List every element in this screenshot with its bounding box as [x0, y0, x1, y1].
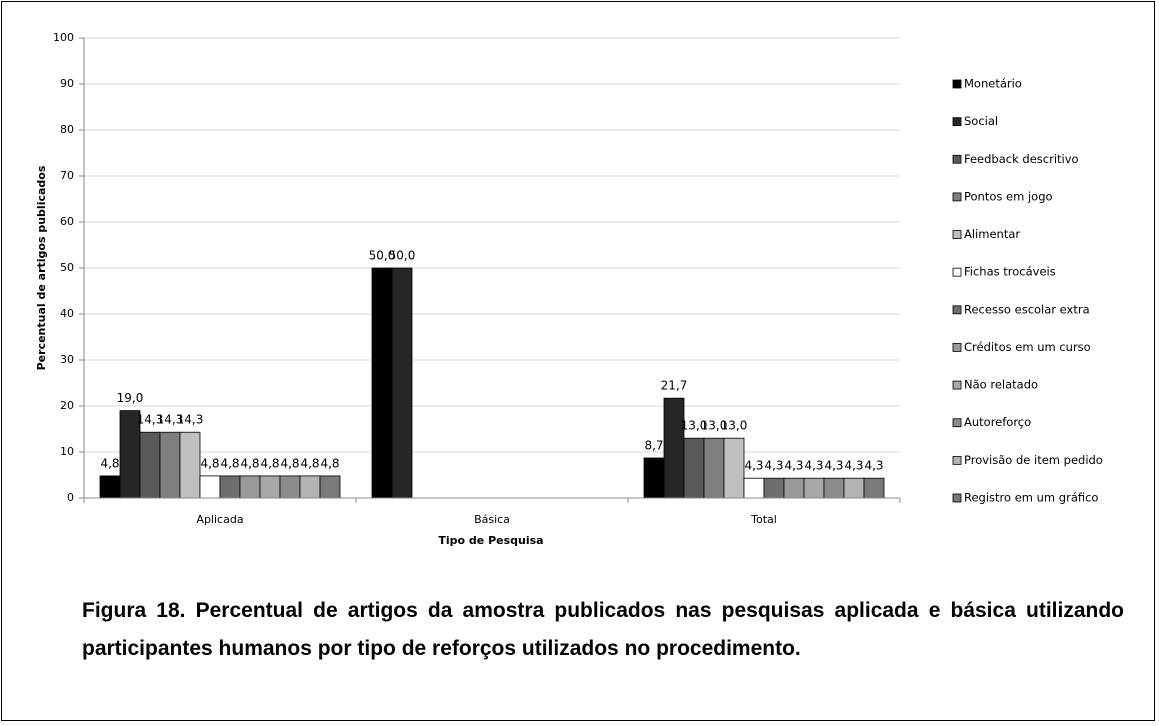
legend-label: Monetário: [964, 77, 1022, 91]
value-label: 4,8: [300, 456, 319, 470]
value-label: 14,3: [137, 413, 164, 427]
value-label: 4,3: [784, 459, 803, 473]
bar: [179, 431, 201, 499]
value-label: 4,8: [320, 456, 339, 470]
y-tick-label: 90: [60, 77, 74, 90]
value-label: 50,0: [369, 249, 396, 263]
value-label: 14,3: [177, 413, 204, 427]
legend-label: Fichas trocáveis: [964, 265, 1056, 279]
legend-swatch: [952, 455, 962, 465]
y-tick-label: 30: [60, 353, 74, 366]
bar: [803, 477, 825, 499]
bar: [703, 437, 725, 499]
legend-label: Autoreforço: [964, 415, 1031, 429]
legend-swatch: [952, 418, 962, 428]
value-label: 13,0: [701, 419, 728, 433]
bar: [823, 477, 845, 499]
bar: [239, 475, 261, 499]
bar: [863, 477, 885, 499]
bar: [843, 477, 865, 499]
x-axis-title: Tipo de Pesquisa: [438, 534, 543, 547]
x-tick-label: Aplicada: [196, 513, 243, 526]
value-label: 4,3: [804, 459, 823, 473]
value-label: 50,0: [389, 249, 416, 263]
legend-label: Feedback descritivo: [964, 152, 1079, 166]
value-label: 4,8: [260, 456, 279, 470]
y-tick-label: 50: [60, 261, 74, 274]
x-tick-label: Total: [750, 513, 777, 526]
bar: [199, 475, 221, 499]
value-label: 4,3: [744, 459, 763, 473]
value-label: 13,0: [681, 419, 708, 433]
value-label: 4,3: [824, 459, 843, 473]
y-tick-label: 70: [60, 169, 74, 182]
value-label: 4,3: [864, 459, 883, 473]
legend-label: Créditos em um curso: [964, 340, 1091, 354]
legend-swatch: [952, 117, 962, 127]
bar: [139, 431, 161, 499]
legend-swatch: [952, 154, 962, 164]
bar: [763, 477, 785, 499]
y-axis-title: Percentual de artigos publicados: [35, 165, 48, 370]
legend-label: Pontos em jogo: [964, 189, 1053, 203]
legend-swatch: [952, 493, 962, 503]
value-label: 4,3: [844, 459, 863, 473]
legend-swatch: [952, 267, 962, 277]
bar: [391, 267, 413, 499]
bar: [159, 431, 181, 499]
value-label: 21,7: [661, 379, 688, 393]
legend-swatch: [952, 380, 962, 390]
bar: [219, 475, 241, 499]
y-tick-label: 0: [67, 491, 74, 504]
value-label: 4,8: [280, 456, 299, 470]
legend-label: Não relatado: [964, 378, 1038, 392]
legend-swatch: [952, 343, 962, 352]
value-label: 4,8: [200, 456, 219, 470]
y-tick-label: 40: [60, 307, 74, 320]
bar: [663, 397, 685, 499]
y-tick-label: 10: [60, 445, 74, 458]
legend-label: Registro em um gráfico: [964, 491, 1098, 505]
legend-label: Social: [964, 114, 998, 128]
bar: [259, 475, 281, 499]
y-tick-label: 80: [60, 123, 74, 136]
bar: [783, 477, 805, 499]
bar: [299, 475, 321, 499]
value-label: 13,0: [721, 419, 748, 433]
legend-label: Provisão de item pedido: [964, 453, 1103, 467]
x-tick-label: Básica: [474, 513, 510, 526]
value-label: 4,8: [100, 456, 119, 470]
legend-label: Alimentar: [964, 227, 1020, 241]
bar: [723, 437, 745, 499]
legend-swatch: [952, 230, 962, 239]
y-tick-label: 60: [60, 215, 74, 228]
bar: [683, 437, 705, 499]
bar: [643, 457, 665, 499]
y-tick-label: 100: [53, 31, 74, 44]
value-label: 19,0: [117, 391, 144, 405]
caption: Figura 18. Percentual de artigos da amos…: [82, 599, 1124, 660]
legend-swatch: [952, 79, 962, 89]
value-label: 14,3: [157, 413, 184, 427]
legend-label: Recesso escolar extra: [964, 302, 1090, 316]
y-tick-label: 20: [60, 399, 74, 412]
bar: [371, 267, 393, 499]
value-label: 4,3: [764, 459, 783, 473]
bar: [279, 475, 301, 499]
value-label: 4,8: [220, 456, 239, 470]
bar: [319, 475, 341, 499]
bar: [99, 475, 121, 499]
legend-swatch: [952, 192, 962, 202]
value-label: 4,8: [240, 456, 259, 470]
bar: [743, 477, 765, 499]
value-label: 8,7: [644, 438, 663, 452]
legend-swatch: [952, 305, 962, 315]
